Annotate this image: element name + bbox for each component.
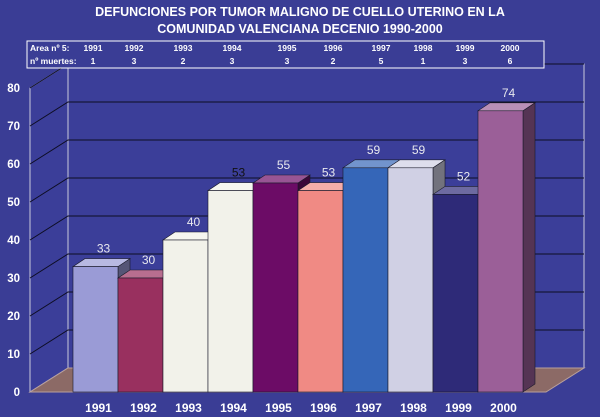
data-label: 74 [502, 86, 516, 100]
data-label: 59 [367, 143, 381, 157]
data-label: 30 [142, 253, 156, 267]
y-tick-label: 80 [7, 83, 20, 95]
table-year-cell: 1995 [278, 43, 297, 53]
chart-title-line-1: DEFUNCIONES POR TUMOR MALIGNO DE CUELLO … [95, 5, 505, 19]
chart-title: DEFUNCIONES POR TUMOR MALIGNO DE CUELLO … [0, 4, 600, 38]
table-deaths-cell: 3 [132, 56, 137, 66]
x-category-label: 2000 [490, 401, 517, 415]
x-category-label: 1996 [310, 401, 337, 415]
y-tick-label: 30 [7, 273, 20, 285]
y-tick-label: 20 [7, 311, 20, 323]
table-deaths-cell: 3 [285, 56, 290, 66]
table-deaths-cell: 3 [230, 56, 235, 66]
x-axis-categories: 1991 1992 1993 1994 1995 1996 1997 1998 1999 2000 [85, 401, 517, 415]
data-label: 55 [277, 158, 291, 172]
gridline-70 [29, 101, 584, 127]
bar-2000 [477, 102, 536, 393]
data-label: 59 [412, 143, 426, 157]
table-year-cell: 1998 [414, 43, 433, 53]
y-tick-label: 0 [14, 387, 20, 399]
x-category-label: 1994 [220, 401, 247, 415]
table-row-header-deaths: nº muertes: [30, 56, 77, 66]
data-label: 40 [187, 215, 201, 229]
table-row-header-area: Area nº 5: [30, 43, 70, 53]
table-year-cell: 1991 [84, 43, 103, 53]
table-year-cell: 1996 [324, 43, 343, 53]
x-category-label: 1999 [445, 401, 472, 415]
table-year-cell: 1992 [125, 43, 144, 53]
x-category-label: 1995 [265, 401, 292, 415]
chart-bars [72, 102, 536, 393]
data-table: Area nº 5: nº muertes: 1991 1 1992 3 1993 2 1994… [26, 40, 545, 69]
x-category-label: 1998 [400, 401, 427, 415]
y-tick-label: 50 [7, 197, 20, 209]
x-category-label: 1991 [85, 401, 112, 415]
chart-title-line-2: COMUNIDAD VALENCIANA DECENIO 1990-2000 [157, 22, 443, 36]
x-category-label: 1997 [355, 401, 382, 415]
table-year-cell: 1993 [174, 43, 193, 53]
table-deaths-cell: 3 [463, 56, 468, 66]
table-year-cell: 1999 [456, 43, 475, 53]
y-tick-label: 60 [7, 159, 20, 171]
data-label: 52 [457, 169, 471, 183]
gridline-60 [29, 139, 584, 165]
y-axis-ticks: 0 10 20 30 40 50 60 70 80 [7, 83, 20, 399]
table-deaths-cell: 6 [508, 56, 513, 66]
table-deaths-cell: 1 [421, 56, 426, 66]
x-category-label: 1992 [130, 401, 157, 415]
data-label: 53 [232, 166, 246, 180]
table-year-cell: 2000 [501, 43, 520, 53]
y-tick-label: 10 [7, 349, 20, 361]
table-year-cell: 1994 [223, 43, 242, 53]
data-table-frame [26, 40, 545, 69]
table-deaths-cell: 5 [379, 56, 384, 66]
x-category-label: 1993 [175, 401, 202, 415]
y-tick-label: 40 [7, 235, 20, 247]
table-deaths-cell: 2 [331, 56, 336, 66]
data-label: 53 [322, 166, 336, 180]
data-labels: 33 30 40 53 55 53 59 59 52 74 [97, 86, 516, 267]
table-deaths-cell: 2 [181, 56, 186, 66]
table-deaths-cell: 1 [91, 56, 96, 66]
data-label: 33 [97, 242, 111, 256]
table-year-cell: 1997 [372, 43, 391, 53]
y-tick-label: 70 [7, 121, 20, 133]
